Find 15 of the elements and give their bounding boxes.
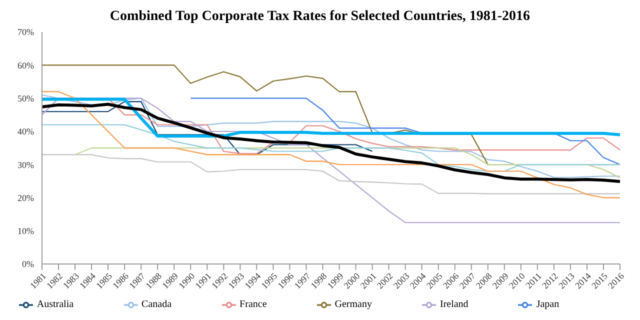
legend-label: Japan bbox=[536, 299, 560, 310]
y-tick-label: 30% bbox=[18, 160, 34, 170]
y-tick-label: 10% bbox=[18, 226, 34, 236]
chart-title: Combined Top Corporate Tax Rates for Selected Countries, 1981-2016 bbox=[108, 8, 532, 26]
legend-label: Ireland bbox=[440, 299, 468, 310]
y-tick-label: 50% bbox=[18, 93, 34, 104]
y-tick-label: 60% bbox=[18, 60, 34, 70]
legend-label: France bbox=[240, 299, 267, 310]
legend-label: Australia bbox=[36, 299, 74, 310]
legend-label: Canada bbox=[142, 299, 172, 310]
y-tick-label: 70% bbox=[18, 27, 34, 38]
legend-label: Germany bbox=[334, 299, 372, 310]
y-tick-label: 40% bbox=[18, 126, 34, 137]
y-tick-label: 0% bbox=[22, 259, 34, 270]
y-tick-label: 20% bbox=[18, 192, 34, 203]
